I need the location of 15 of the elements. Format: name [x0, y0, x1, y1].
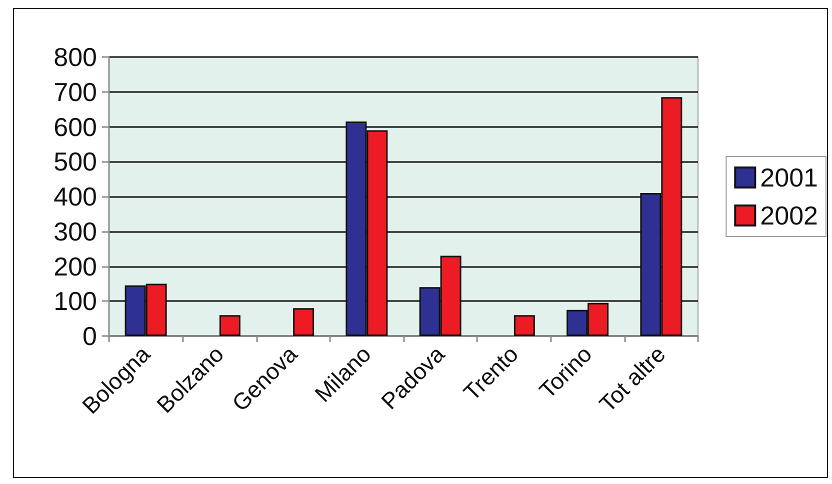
bar	[219, 315, 240, 336]
y-tick-label: 700	[54, 76, 97, 107]
y-tick-label: 800	[54, 42, 97, 72]
y-tick-label: 400	[54, 182, 97, 212]
legend-label: 2002	[760, 200, 818, 230]
bar	[293, 308, 314, 336]
legend-label: 2001	[760, 162, 818, 192]
y-tick-label: 500	[54, 146, 97, 177]
y-tick-label: 200	[54, 251, 97, 282]
y-tick-label: 300	[54, 216, 97, 246]
y-tick-label: 600	[54, 112, 97, 142]
bar	[514, 315, 535, 336]
x-tick-label: Tot altre	[594, 340, 670, 418]
y-tick-label: 0	[82, 321, 97, 351]
y-tick-label: 100	[54, 286, 97, 316]
